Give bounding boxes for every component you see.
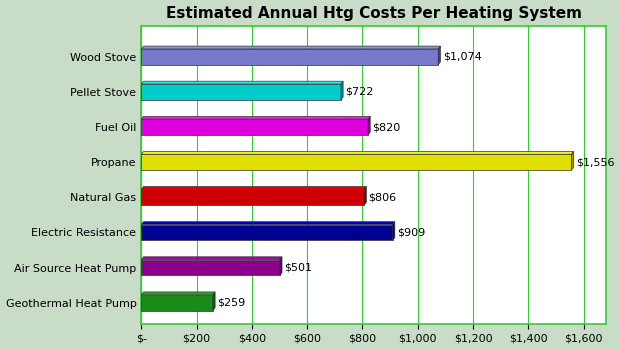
Polygon shape [213, 292, 215, 311]
Bar [141, 84, 341, 100]
Text: $722: $722 [345, 87, 374, 97]
Bar [141, 190, 364, 205]
Polygon shape [141, 292, 215, 295]
Bar [141, 224, 392, 240]
Polygon shape [368, 116, 370, 135]
Bar [141, 154, 571, 170]
Bar [141, 260, 280, 275]
Polygon shape [141, 116, 370, 119]
Polygon shape [364, 187, 366, 205]
Text: $909: $909 [397, 228, 425, 237]
Polygon shape [141, 81, 343, 84]
Bar [141, 295, 213, 311]
Polygon shape [141, 187, 366, 190]
Polygon shape [280, 257, 282, 275]
Polygon shape [141, 46, 441, 49]
Bar [141, 49, 438, 65]
Polygon shape [141, 257, 282, 260]
Polygon shape [341, 81, 343, 100]
Polygon shape [141, 222, 395, 224]
Text: $806: $806 [368, 192, 397, 202]
Polygon shape [392, 222, 395, 240]
Text: $820: $820 [373, 122, 400, 132]
Polygon shape [438, 46, 441, 65]
Text: $1,556: $1,556 [576, 157, 615, 167]
Polygon shape [141, 151, 574, 154]
Title: Estimated Annual Htg Costs Per Heating System: Estimated Annual Htg Costs Per Heating S… [165, 6, 581, 21]
Polygon shape [571, 151, 574, 170]
Bar [141, 119, 368, 135]
Text: $1,074: $1,074 [443, 52, 482, 62]
Text: $501: $501 [284, 262, 312, 273]
Text: $259: $259 [217, 298, 246, 308]
